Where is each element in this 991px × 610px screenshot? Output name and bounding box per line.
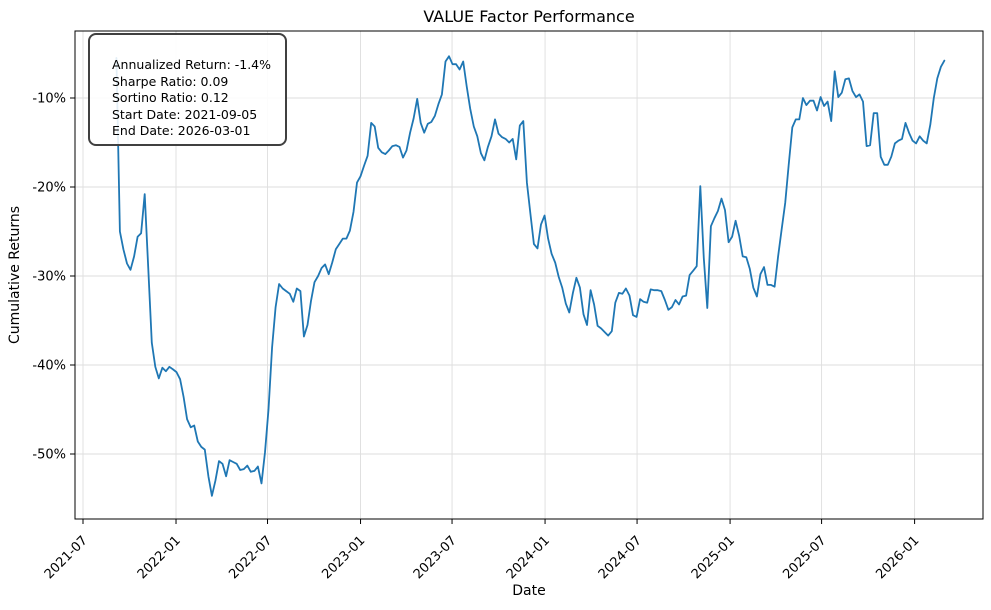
x-tick-label: 2021-07: [42, 533, 91, 582]
stat-annualized-return: Annualized Return: -1.4%: [112, 57, 272, 72]
y-axis-label: Cumulative Returns: [7, 205, 23, 345]
x-tick-label: 2026-01: [873, 533, 922, 582]
x-tick-label: 2025-01: [689, 533, 738, 582]
chart-title: VALUE Factor Performance: [423, 7, 635, 26]
value-factor-line-series: [115, 55, 946, 497]
x-tick-label: 2023-01: [319, 533, 368, 582]
x-tick-label: 2024-07: [596, 533, 645, 582]
x-tick-label: 2023-07: [411, 533, 460, 582]
stat-end-date: End Date: 2026-03-01: [112, 123, 251, 138]
y-tick-label: -10%: [32, 92, 66, 107]
x-tick-label: 2025-07: [780, 533, 829, 582]
stat-sortino-ratio: Sortino Ratio: 0.12: [112, 90, 229, 105]
stat-start-date: Start Date: 2021-09-05: [112, 106, 258, 122]
y-tick-label: -50%: [32, 448, 66, 463]
plot-border: [74, 30, 984, 520]
y-tick-label: -40%: [32, 359, 66, 374]
y-tick-label: -30%: [32, 270, 66, 285]
stat-sharpe-ratio: Sharpe Ratio: 0.09: [112, 73, 229, 89]
x-tick-label: 2022-01: [135, 533, 184, 582]
stats-annotation-box: Annualized Return: -1.4% Sharpe Ratio: 0…: [88, 33, 287, 146]
y-tick-label: -20%: [32, 181, 66, 196]
x-axis-label: Date: [512, 583, 546, 599]
x-tick-label: 2024-01: [504, 533, 553, 582]
x-tick-label: 2022-07: [226, 533, 275, 582]
